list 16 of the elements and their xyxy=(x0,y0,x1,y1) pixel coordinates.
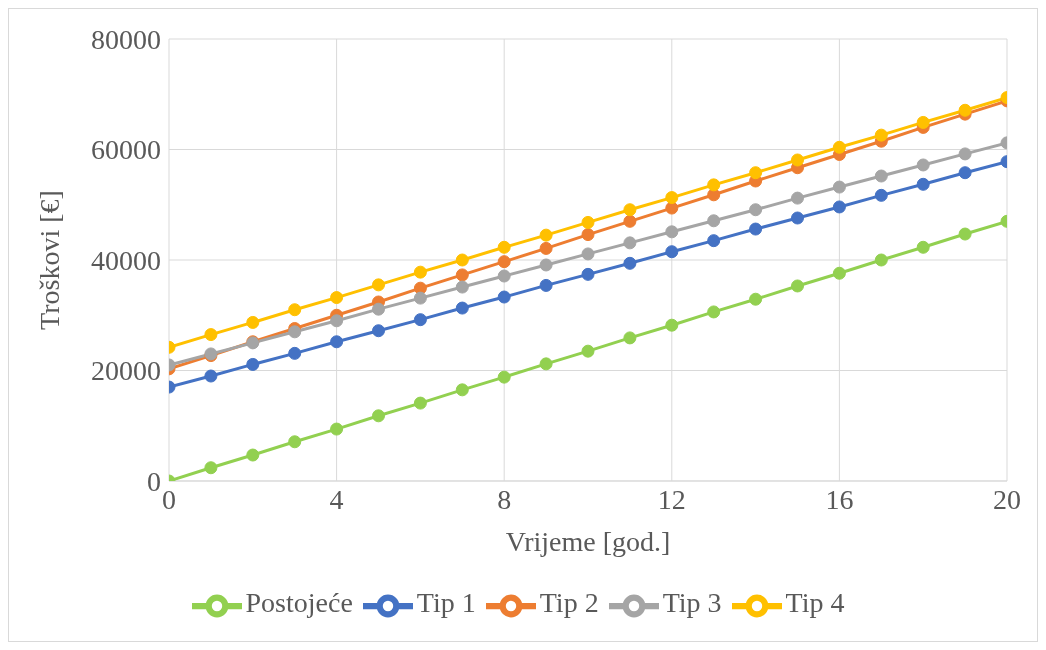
x-tick-label: 8 xyxy=(497,483,512,515)
legend-label: Tip 4 xyxy=(785,587,845,619)
y-tick-label: 60000 xyxy=(91,134,161,166)
legend-label: Tip 2 xyxy=(539,587,599,619)
legend-label: Tip 3 xyxy=(662,587,722,619)
y-axis-title: Troškovi [€] xyxy=(33,190,65,330)
legend-label: Postojeće xyxy=(245,587,353,619)
x-axis-title: Vrijeme [god.] xyxy=(505,526,671,557)
x-tick-label: 12 xyxy=(657,483,686,515)
x-tick-label: 20 xyxy=(993,483,1021,515)
x-tick-label: 16 xyxy=(825,483,854,515)
x-tick-label: 4 xyxy=(329,483,344,515)
legend-label: Tip 1 xyxy=(416,587,476,619)
y-tick-label: 80000 xyxy=(91,23,161,55)
y-tick-label: 40000 xyxy=(91,244,161,276)
y-tick-label: 20000 xyxy=(91,355,161,387)
